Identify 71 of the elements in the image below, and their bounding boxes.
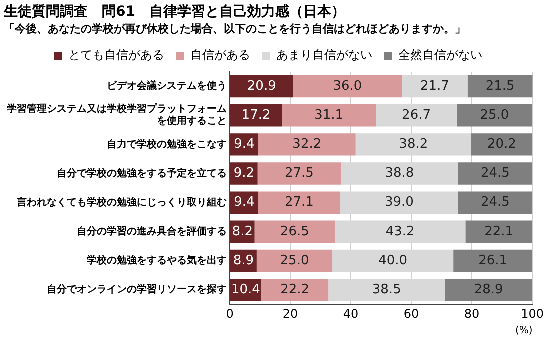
- data-label: 26.1: [478, 253, 508, 268]
- bar: [445, 278, 533, 302]
- bar: [258, 192, 340, 214]
- bar: [261, 278, 329, 302]
- y-tick-label: 言われなくても学校の勉強にじっくり取り組む: [16, 196, 227, 208]
- y-tick-label: 自分で学校の勉強をする予定を立てる: [57, 167, 227, 180]
- x-tick-label: 80: [464, 306, 480, 321]
- data-label: 9.2: [234, 166, 255, 182]
- legend-label: 全然自信がない: [398, 48, 482, 62]
- data-label: 38.8: [385, 166, 414, 182]
- data-label: 20.9: [247, 78, 276, 94]
- x-tick-label: 60: [404, 306, 420, 321]
- data-label: 20.2: [488, 137, 516, 152]
- data-label: 38.2: [399, 137, 428, 152]
- data-label: 43.2: [386, 224, 415, 240]
- data-label: 8.9: [233, 253, 254, 268]
- data-label: 27.1: [284, 195, 314, 210]
- bar: [468, 75, 533, 98]
- data-label: 39.0: [384, 195, 414, 210]
- y-tick-label: 学校の勉強をするやる気を出す: [87, 254, 227, 267]
- x-tick-label: 100: [521, 306, 544, 321]
- data-label: 27.5: [284, 166, 314, 182]
- data-label: 9.4: [234, 195, 255, 210]
- data-label: 31.1: [314, 108, 344, 123]
- data-label: 32.2: [292, 137, 322, 152]
- chart-subtitle: 「今後、あなたの学校が再び休校した場合、以下のことを行う自信はどれほどありますか。」: [4, 22, 466, 36]
- bar: [471, 134, 533, 156]
- bar: [282, 104, 376, 127]
- bar: [458, 192, 533, 214]
- bar: [466, 220, 533, 244]
- y-tick-label: 自分の学習の進み具合を評価する: [77, 226, 227, 238]
- y-tick-label: ビデオ会議システムを使う: [107, 80, 227, 92]
- x-tick-label: 0: [226, 306, 234, 321]
- data-label: 26.7: [402, 108, 431, 123]
- bar: [454, 250, 533, 272]
- y-tick-label: 学習管理システム又は学校学習プラットフォームを使用すること: [7, 103, 227, 128]
- x-axis-title: (%): [516, 326, 533, 337]
- bar: [230, 75, 294, 98]
- bar: [230, 104, 282, 127]
- x-tick-label: 20: [282, 306, 298, 321]
- legend-label: 自信がある: [190, 48, 250, 62]
- bar: [293, 75, 402, 98]
- legend-label: とても自信がある: [68, 48, 164, 62]
- y-tick-label: 自分でオンラインの学習リソースを探す: [47, 284, 227, 296]
- y-tick-label: 自力で学校の勉強をこなす: [107, 138, 227, 150]
- data-label: 36.0: [333, 78, 362, 94]
- data-label: 40.0: [378, 253, 408, 268]
- bar: [258, 162, 342, 185]
- data-label: 24.5: [480, 166, 510, 182]
- data-label: 26.5: [280, 224, 310, 240]
- data-label: 22.2: [280, 282, 310, 298]
- bar: [458, 162, 533, 185]
- bar: [456, 104, 533, 127]
- data-label: 9.4: [234, 137, 255, 152]
- data-label: 24.5: [480, 195, 510, 210]
- data-label: 25.0: [280, 253, 310, 268]
- data-label: 38.5: [372, 282, 402, 298]
- x-tick-label: 40: [343, 306, 359, 321]
- bar: [256, 250, 333, 272]
- chart-title: 生徒質問調査 問61 自律学習と自己効力感（日本）: [3, 3, 346, 20]
- data-label: 28.9: [474, 282, 504, 298]
- data-label: 25.0: [480, 108, 510, 123]
- data-label: 10.4: [232, 282, 260, 298]
- legend-label: あまり自信がない: [276, 48, 372, 62]
- bar: [258, 134, 356, 156]
- data-label: 21.7: [420, 78, 450, 94]
- data-label: 8.2: [232, 224, 253, 240]
- bar: [254, 220, 335, 244]
- data-label: 22.1: [484, 224, 514, 240]
- data-label: 17.2: [242, 108, 271, 123]
- data-label: 21.5: [486, 78, 515, 94]
